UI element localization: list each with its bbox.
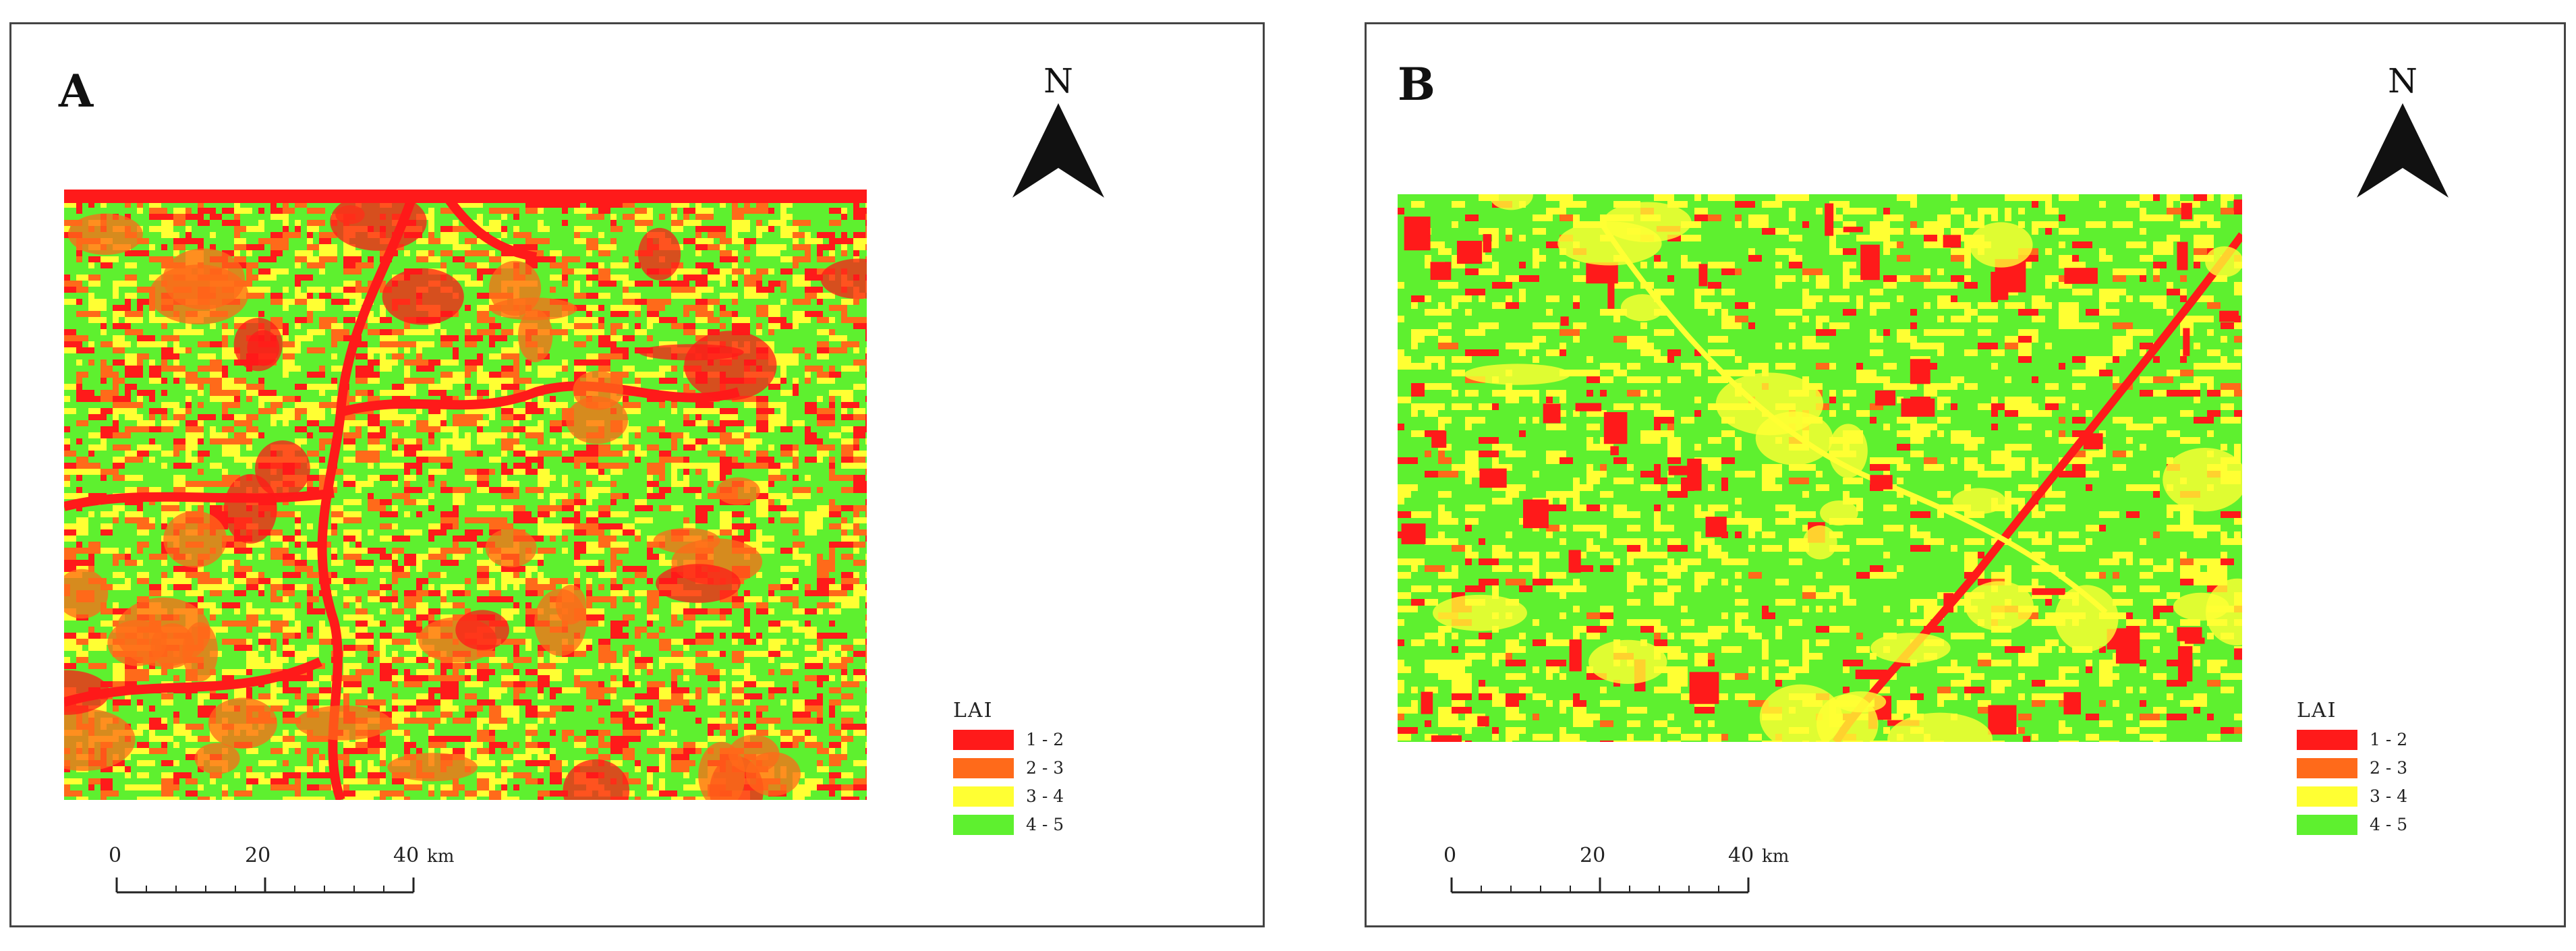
lai-raster-map xyxy=(64,190,867,800)
scale-tick-label: 20 xyxy=(245,844,271,867)
legend-label: 2 - 3 xyxy=(1026,758,1064,778)
legend-label: 1 - 2 xyxy=(1026,730,1064,749)
legend-item: 3 - 4 xyxy=(953,786,1128,808)
legend-title: LAI xyxy=(953,699,994,722)
scale-tick-label: 40 xyxy=(393,844,420,867)
legend-label: 4 - 5 xyxy=(2370,815,2408,834)
scale-bar-ruler xyxy=(1450,877,1750,894)
scale-bar-ruler xyxy=(115,877,415,894)
scale-unit: km xyxy=(427,846,455,867)
legend-label: 4 - 5 xyxy=(1026,815,1064,834)
scale-tick-label: 0 xyxy=(109,844,122,867)
legend-swatch xyxy=(953,758,1014,778)
scale-tick-label: 20 xyxy=(1580,844,1606,867)
panel-label: A xyxy=(59,65,94,117)
panel-label: B xyxy=(1398,58,1435,111)
north-arrow-icon xyxy=(2357,103,2449,198)
legend-label: 3 - 4 xyxy=(2370,786,2408,806)
lai-raster-map xyxy=(1398,194,2242,742)
legend-item: 4 - 5 xyxy=(953,815,1128,836)
scale-tick-label: 40 xyxy=(1728,844,1754,867)
legend-label: 2 - 3 xyxy=(2370,758,2408,778)
scale-bar: 0 20 40 km xyxy=(1427,844,1792,918)
legend: LAI 1 - 2 2 - 3 3 - 4 4 - 5 xyxy=(2297,699,2499,861)
legend-item: 4 - 5 xyxy=(2297,815,2472,836)
map-panel-b: B N LAI 1 - 2 2 - 3 3 - 4 4 - 5 0 20 40 … xyxy=(1365,22,2566,927)
map-panel-a: A N LAI 1 - 2 2 - 3 3 - 4 4 - 5 0 20 40 … xyxy=(9,22,1265,927)
legend-swatch xyxy=(2297,786,2357,807)
north-label: N xyxy=(2388,61,2417,100)
legend-swatch xyxy=(2297,758,2357,778)
legend-label: 3 - 4 xyxy=(1026,786,1064,806)
legend-item: 1 - 2 xyxy=(953,730,1128,751)
legend: LAI 1 - 2 2 - 3 3 - 4 4 - 5 xyxy=(953,699,1155,861)
legend-swatch xyxy=(953,786,1014,807)
north-arrow-icon xyxy=(1012,103,1104,198)
legend-title: LAI xyxy=(2297,699,2337,722)
legend-item: 2 - 3 xyxy=(953,758,1128,780)
legend-item: 1 - 2 xyxy=(2297,730,2472,751)
legend-label: 1 - 2 xyxy=(2370,730,2408,749)
legend-item: 3 - 4 xyxy=(2297,786,2472,808)
legend-item: 2 - 3 xyxy=(2297,758,2472,780)
legend-swatch xyxy=(953,815,1014,835)
scale-unit: km xyxy=(1762,846,1790,867)
scale-bar: 0 20 40 km xyxy=(92,844,457,918)
scale-tick-label: 0 xyxy=(1443,844,1457,867)
legend-swatch xyxy=(953,730,1014,750)
legend-swatch xyxy=(2297,815,2357,835)
north-label: N xyxy=(1043,61,1073,100)
legend-swatch xyxy=(2297,730,2357,750)
